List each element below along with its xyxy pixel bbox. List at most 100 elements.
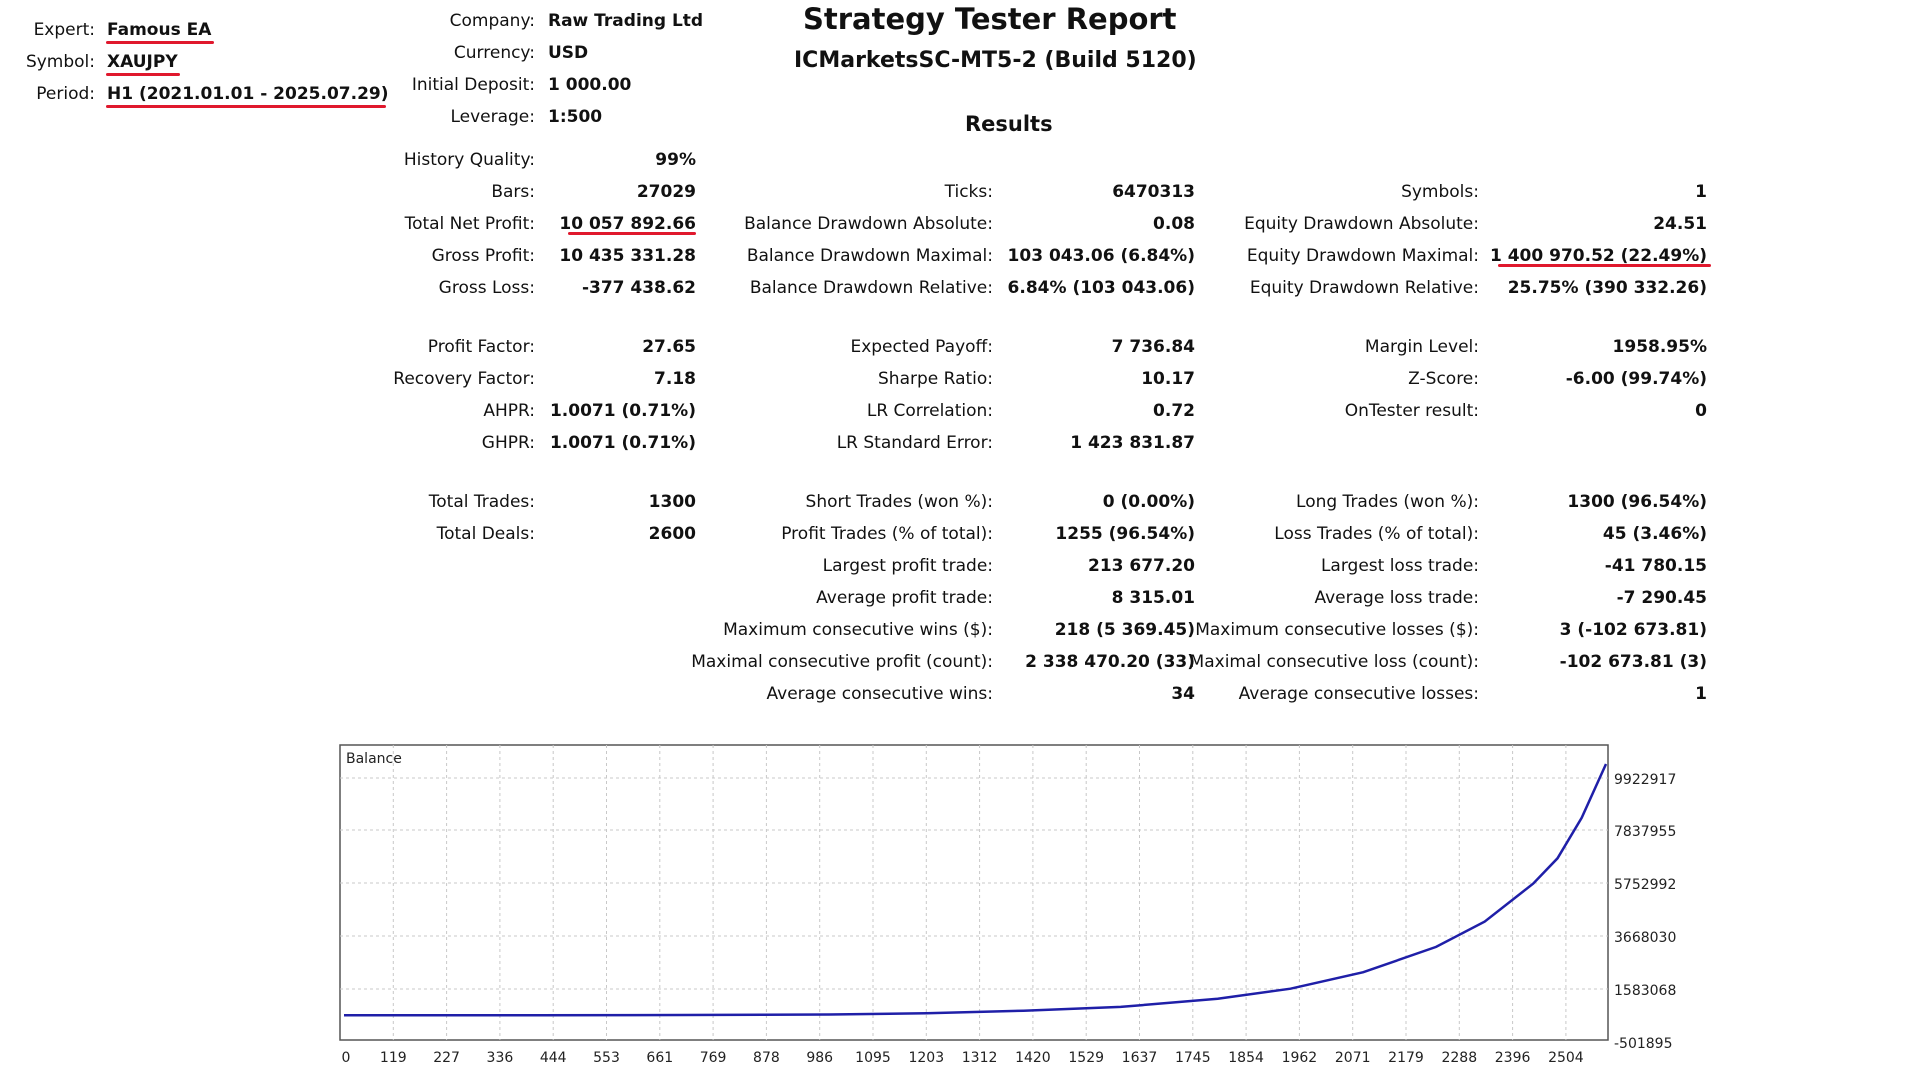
maximal-consec-profit-value: 2 338 470.20 (33) <box>1025 652 1195 672</box>
company-value: Raw Trading Ltd <box>548 11 704 31</box>
gross-loss-label: Gross Loss: <box>438 278 535 298</box>
chart-frame <box>339 744 1609 1041</box>
balance-dd-max-value: 103 043.06 (6.84%) <box>1007 246 1195 266</box>
loss-trades-value: 45 (3.46%) <box>1602 524 1707 544</box>
currency-label: Currency: <box>453 43 535 63</box>
x-tick-label: 769 <box>700 1050 727 1066</box>
largest-loss-label: Largest loss trade: <box>1320 556 1479 576</box>
x-tick-label: 227 <box>433 1050 460 1066</box>
ahpr-value: 1.0071 (0.71%) <box>549 401 696 421</box>
balance-dd-rel-label: Balance Drawdown Relative: <box>749 278 993 298</box>
bars-value: 27029 <box>636 182 696 202</box>
ticks-label: Ticks: <box>944 182 993 202</box>
avg-profit-label: Average profit trade: <box>816 588 993 608</box>
x-tick-label: 1637 <box>1122 1050 1158 1066</box>
expected-payoff-value: 7 736.84 <box>1111 337 1195 357</box>
margin-level-value: 1958.95% <box>1612 337 1707 357</box>
total-trades-label: Total Trades: <box>428 492 535 512</box>
lr-correlation-label: LR Correlation: <box>866 401 993 421</box>
profit-factor-label: Profit Factor: <box>427 337 535 357</box>
x-tick-label: 1203 <box>908 1050 944 1066</box>
x-tick-label: 2396 <box>1495 1050 1531 1066</box>
symbols-value: 1 <box>1695 182 1707 202</box>
equity-dd-max-label: Equity Drawdown Maximal: <box>1246 246 1479 266</box>
equity-dd-max-value: 1 400 970.52 (22.49%) <box>1489 246 1707 266</box>
maximal-consec-loss-value: -102 673.81 (3) <box>1559 652 1707 672</box>
expert-underline <box>106 41 214 44</box>
symbol-underline <box>106 73 180 76</box>
history-quality-value: 99% <box>655 150 696 170</box>
server-name: ICMarketsSC-MT5-2 (Build 5120) <box>794 48 1197 73</box>
largest-profit-value: 213 677.20 <box>1087 556 1195 576</box>
gross-profit-label: Gross Profit: <box>431 246 535 266</box>
avg-consec-losses-value: 1 <box>1695 684 1707 704</box>
symbol-label: Symbol: <box>25 52 95 72</box>
x-tick-label: 986 <box>806 1050 833 1066</box>
maximal-consec-loss-label: Maximal consecutive loss (count): <box>1189 652 1479 672</box>
net-profit-underline <box>568 232 696 235</box>
deposit-label: Initial Deposit: <box>411 75 535 95</box>
expert-label: Expert: <box>33 20 95 40</box>
x-tick-label: 1420 <box>1015 1050 1051 1066</box>
equity-dd-max-underline <box>1498 264 1711 267</box>
max-consec-wins-value: 218 (5 369.45) <box>1054 620 1195 640</box>
gross-loss-value: -377 438.62 <box>581 278 696 298</box>
currency-value: USD <box>548 43 589 63</box>
x-tick-label: 878 <box>753 1050 780 1066</box>
y-tick-label: 9922917 <box>1614 772 1676 788</box>
balance-dd-max-label: Balance Drawdown Maximal: <box>746 246 993 266</box>
symbols-label: Symbols: <box>1401 182 1479 202</box>
x-tick-label: 119 <box>380 1050 407 1066</box>
avg-loss-label: Average loss trade: <box>1314 588 1479 608</box>
ticks-value: 6470313 <box>1112 182 1195 202</box>
short-trades-value: 0 (0.00%) <box>1102 492 1195 512</box>
margin-level-label: Margin Level: <box>1364 337 1479 357</box>
equity-dd-abs-label: Equity Drawdown Absolute: <box>1244 214 1479 234</box>
z-score-value: -6.00 (99.74%) <box>1565 369 1707 389</box>
total-net-profit-value: 10 057 892.66 <box>559 214 696 234</box>
x-tick-label: 1745 <box>1175 1050 1211 1066</box>
z-score-label: Z-Score: <box>1408 369 1479 389</box>
gross-profit-value: 10 435 331.28 <box>559 246 696 266</box>
symbol-value: XAUJPY <box>107 52 178 72</box>
ontester-value: 0 <box>1695 401 1707 421</box>
recovery-factor-label: Recovery Factor: <box>393 369 535 389</box>
period-value: H1 (2021.01.01 - 2025.07.29) <box>107 84 389 104</box>
ontester-label: OnTester result: <box>1344 401 1479 421</box>
profit-factor-value: 27.65 <box>642 337 696 357</box>
avg-consec-wins-value: 34 <box>1171 684 1195 704</box>
long-trades-value: 1300 (96.54%) <box>1567 492 1707 512</box>
x-tick-label: 1854 <box>1228 1050 1264 1066</box>
avg-consec-wins-label: Average consecutive wins: <box>766 684 993 704</box>
x-tick-label: 553 <box>593 1050 620 1066</box>
y-tick-label: 3668030 <box>1614 930 1676 946</box>
deposit-value: 1 000.00 <box>548 75 632 95</box>
avg-profit-value: 8 315.01 <box>1111 588 1195 608</box>
lr-std-error-value: 1 423 831.87 <box>1070 433 1195 453</box>
loss-trades-label: Loss Trades (% of total): <box>1274 524 1479 544</box>
balance-dd-abs-value: 0.08 <box>1153 214 1195 234</box>
period-underline <box>106 105 386 108</box>
lr-std-error-label: LR Standard Error: <box>836 433 993 453</box>
lr-correlation-value: 0.72 <box>1153 401 1195 421</box>
total-deals-label: Total Deals: <box>436 524 535 544</box>
avg-consec-losses-label: Average consecutive losses: <box>1238 684 1479 704</box>
x-tick-label: 336 <box>487 1050 514 1066</box>
results-heading: Results <box>965 112 1053 136</box>
ghpr-label: GHPR: <box>481 433 535 453</box>
ghpr-value: 1.0071 (0.71%) <box>549 433 696 453</box>
largest-profit-label: Largest profit trade: <box>822 556 993 576</box>
profit-trades-label: Profit Trades (% of total): <box>781 524 993 544</box>
x-tick-label: 1095 <box>855 1050 891 1066</box>
x-tick-label: 2179 <box>1388 1050 1424 1066</box>
total-deals-value: 2600 <box>648 524 696 544</box>
expert-value: Famous EA <box>107 20 212 40</box>
company-label: Company: <box>449 11 535 31</box>
x-tick-label: 661 <box>646 1050 673 1066</box>
history-quality-label: History Quality: <box>403 150 535 170</box>
bars-label: Bars: <box>491 182 535 202</box>
leverage-label: Leverage: <box>450 107 535 127</box>
ahpr-label: AHPR: <box>483 401 535 421</box>
maximal-consec-profit-label: Maximal consecutive profit (count): <box>691 652 993 672</box>
